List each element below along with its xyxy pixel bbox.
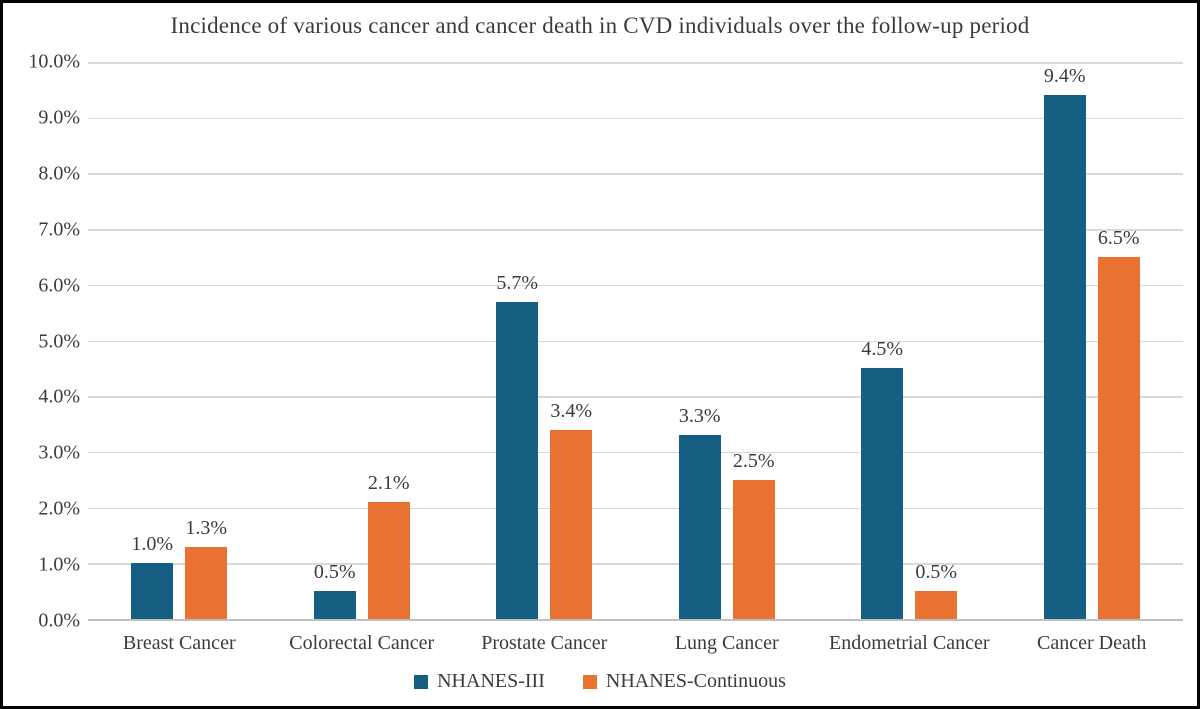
y-axis-tick-label: 8.0% — [38, 162, 80, 185]
bar-series1: 4.5% — [861, 338, 904, 619]
bar-value-label: 5.7% — [496, 271, 539, 294]
gridline — [88, 451, 1183, 454]
bar — [861, 368, 904, 619]
x-axis-labels: Breast Cancer Colorectal Cancer Prostate C… — [88, 632, 1183, 655]
y-axis-tick-label: 1.0% — [38, 553, 80, 576]
bar — [550, 429, 593, 619]
bar-group: 5.7% 3.4% — [453, 62, 636, 619]
legend-swatch — [414, 674, 429, 689]
bar — [1097, 256, 1140, 619]
bar-series2: 2.1% — [367, 472, 410, 619]
y-axis-tick-label: 6.0% — [38, 274, 80, 297]
bar — [367, 502, 410, 619]
bar-group: 0.5% 2.1% — [271, 62, 454, 619]
x-axis-category-label: Cancer Death — [1037, 632, 1147, 654]
bar — [185, 546, 228, 619]
bar-series1: 9.4% — [1043, 65, 1086, 619]
bar-group: 9.4% 6.5% — [1001, 62, 1184, 619]
gridline — [88, 507, 1183, 510]
bar-group: 4.5% 0.5% — [818, 62, 1001, 619]
bar-series2: 6.5% — [1097, 227, 1140, 619]
bar — [732, 479, 775, 619]
gridline — [88, 173, 1183, 175]
y-axis-tick-label: 9.0% — [38, 106, 80, 129]
bar-series1: 1.0% — [131, 533, 174, 619]
bar-value-label: 3.4% — [550, 399, 593, 422]
bar-series2: 0.5% — [915, 561, 958, 619]
legend-swatch — [582, 674, 597, 689]
x-axis-category-label: Breast Cancer — [122, 632, 236, 654]
gridline — [88, 396, 1183, 398]
x-axis-category-label: Colorectal Cancer — [289, 632, 435, 654]
legend-label: NHANES-III — [437, 670, 545, 692]
legend-item: NHANES-Continuous — [582, 670, 786, 693]
bar-value-label: 6.5% — [1097, 226, 1140, 249]
legend: NHANES-III NHANES-Continuous — [3, 670, 1197, 693]
x-axis-category-label: Endometrial Cancer — [829, 632, 990, 654]
bar-value-label: 0.5% — [313, 561, 356, 584]
legend-label: NHANES-Continuous — [605, 670, 786, 692]
x-axis-category-label: Prostate Cancer — [481, 632, 608, 654]
bar-value-label: 1.3% — [185, 516, 228, 539]
bar — [496, 301, 539, 619]
bar-series2: 3.4% — [550, 400, 593, 619]
bar-value-label: 2.1% — [367, 472, 410, 495]
bar-series2: 2.5% — [732, 450, 775, 619]
bar-value-label: 1.0% — [131, 533, 174, 556]
bar — [915, 591, 958, 619]
bar-series2: 1.3% — [185, 517, 228, 619]
bar-value-label: 2.5% — [732, 449, 775, 472]
bar-series1: 3.3% — [678, 405, 721, 619]
bar-value-label: 0.5% — [915, 561, 958, 584]
y-axis-tick-label: 10.0% — [28, 50, 80, 73]
bar — [131, 563, 174, 619]
gridline — [88, 229, 1183, 231]
bar-series1: 0.5% — [313, 561, 356, 619]
bar-groups: 1.0% 1.3% 0.5% 2.1% 5.7% 3.4% 3.3% 2.5% 4.5% 0.5%… — [88, 62, 1183, 619]
bar — [1043, 95, 1086, 619]
gridline — [88, 340, 1183, 342]
legend-item: NHANES-III — [414, 670, 545, 693]
gridline — [88, 117, 1183, 120]
bar — [313, 591, 356, 619]
y-axis-tick-label: 5.0% — [38, 330, 80, 352]
bar-group: 3.3% 2.5% — [636, 62, 819, 619]
chart-title: Incidence of various cancer and cancer d… — [170, 13, 1030, 38]
y-axis-tick-label: 7.0% — [38, 218, 80, 241]
gridline — [88, 62, 1183, 64]
y-axis-tick-label: 3.0% — [38, 441, 80, 464]
bar-group: 1.0% 1.3% — [88, 62, 271, 619]
bar — [678, 435, 721, 619]
y-axis-tick-label: 0.0% — [38, 609, 80, 632]
x-axis-category-label: Lung Cancer — [674, 632, 779, 654]
gridline — [88, 563, 1183, 565]
bar-series1: 5.7% — [496, 272, 539, 619]
y-axis: 0.0% 1.0% 2.0% 3.0% 4.0% 5.0% 6.0% 7.0% 8.0% 9.0%… — [3, 51, 80, 632]
gridline — [88, 284, 1183, 287]
y-axis-tick-label: 2.0% — [38, 497, 80, 520]
bar-value-label: 4.5% — [861, 338, 904, 361]
bar-value-label: 3.3% — [678, 405, 721, 428]
bar-value-label: 9.4% — [1043, 65, 1086, 88]
y-axis-tick-label: 4.0% — [38, 385, 80, 408]
plot-area: 1.0% 1.3% 0.5% 2.1% 5.7% 3.4% 3.3% 2.5% 4.5% 0.5%… — [88, 62, 1183, 621]
